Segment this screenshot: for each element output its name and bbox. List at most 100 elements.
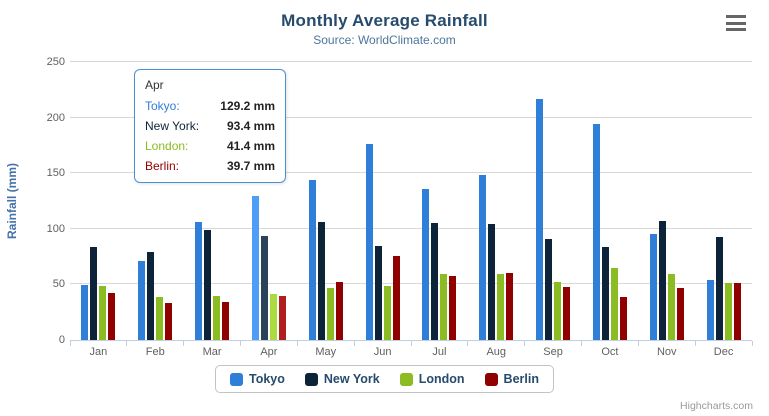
legend-label: Berlin [503,372,539,386]
legend-item-berlin[interactable]: Berlin [484,372,539,386]
bar-tokyo-dec[interactable] [706,279,714,340]
bar-new-york-jul[interactable] [431,223,439,340]
tooltip-rows: Tokyo: 129.2 mm New York: 93.4 mm London: 41.… [145,99,275,173]
legend-swatch-icon [484,372,498,386]
bar-berlin-jun[interactable] [392,256,400,340]
legend-item-new-york[interactable]: New York [304,372,380,386]
tooltip-series-label: Berlin: [145,159,180,173]
bar-new-york-feb[interactable] [147,252,155,340]
bar-london-feb[interactable] [156,296,164,340]
bar-berlin-jan[interactable] [108,292,116,340]
x-axis-tick [353,341,355,346]
bar-new-york-may[interactable] [317,222,325,340]
gridline [70,116,752,118]
chart-subtitle: Source: WorldClimate.com [313,33,456,47]
bar-tokyo-sep[interactable] [536,99,544,340]
bar-new-york-dec[interactable] [715,237,723,340]
bar-group-feb [127,62,184,340]
bar-berlin-dec[interactable] [733,283,741,340]
bar-berlin-jul[interactable] [449,276,457,340]
x-axis-tick [751,341,753,346]
tooltip-series-label: London: [145,139,189,153]
bar-london-jan[interactable] [99,285,107,340]
x-axis-tick [410,341,412,346]
bar-tokyo-apr[interactable] [251,196,259,340]
export-menu-button[interactable] [723,13,749,33]
bar-new-york-oct[interactable] [601,247,609,340]
x-tick-label: Feb [145,346,165,358]
bar-london-jun[interactable] [383,286,391,340]
bar-berlin-may[interactable] [335,281,343,340]
tooltip-series-value: 129.2 mm [220,99,275,113]
bar-tokyo-jul[interactable] [422,189,430,340]
bar-group-apr [240,62,297,340]
legend-item-london[interactable]: London [399,372,465,386]
bar-new-york-sep[interactable] [545,238,553,340]
bar-tokyo-oct[interactable] [592,124,600,340]
bar-tokyo-nov[interactable] [649,233,657,340]
legend-item-tokyo[interactable]: Tokyo [230,372,285,386]
legend-label: New York [323,372,380,386]
bar-group-sep [525,62,582,340]
bar-tokyo-may[interactable] [308,179,316,340]
bar-group-jun [354,62,411,340]
bar-london-jul[interactable] [440,274,448,340]
bar-tokyo-mar[interactable] [195,221,203,340]
x-axis-tick [69,341,71,346]
bar-new-york-mar[interactable] [204,230,212,340]
bar-berlin-feb[interactable] [165,303,173,340]
bar-group-mar [184,62,241,340]
bar-new-york-apr[interactable] [260,236,268,340]
bar-berlin-oct[interactable] [619,296,627,340]
x-axis-tick [126,341,128,346]
x-tick-label: Dec [713,346,734,358]
tooltip-category: Apr [145,78,164,92]
y-tick-label: 150 [46,167,65,180]
bar-tokyo-feb[interactable] [138,260,146,340]
bar-london-sep[interactable] [554,281,562,340]
tooltip-row: New York: 93.4 mm [145,119,275,133]
x-axis-tick [240,341,241,346]
bar-new-york-jan[interactable] [90,247,98,340]
x-axis-line [70,340,752,341]
plot-area [69,61,753,346]
bar-berlin-apr[interactable] [278,295,286,340]
hamburger-menu-icon [726,28,746,31]
bar-berlin-mar[interactable] [222,301,230,340]
bar-new-york-jun[interactable] [374,246,382,340]
gridline [70,172,752,174]
bar-group-nov [638,62,695,340]
legend-box: Tokyo New York London Berlin [215,365,554,393]
x-axis-tick [581,341,582,346]
bar-london-may[interactable] [326,287,334,340]
bar-london-mar[interactable] [213,296,221,340]
bar-tokyo-aug[interactable] [479,174,487,340]
bar-new-york-aug[interactable] [488,224,496,340]
bar-london-dec[interactable] [724,283,732,340]
bar-london-oct[interactable] [610,267,618,340]
bar-berlin-aug[interactable] [506,272,514,340]
bar-group-jul [411,62,468,340]
tooltip-series-label: Tokyo: [145,99,180,113]
bar-london-nov[interactable] [667,274,675,340]
legend-swatch-icon [230,372,244,386]
y-tick-label: 50 [52,278,65,291]
highcharts-credits-link[interactable]: Highcharts.com [680,400,753,412]
bar-london-aug[interactable] [497,273,505,340]
bar-london-apr[interactable] [269,293,277,340]
legend-label: London [418,372,465,386]
bar-tokyo-jan[interactable] [81,284,89,340]
legend-label: Tokyo [249,372,285,386]
x-axis-tick [296,341,298,346]
bar-berlin-nov[interactable] [676,287,684,340]
tooltip-series-value: 93.4 mm [226,119,275,133]
x-tick-label: Jul [432,346,447,358]
x-tick-label: Jun [373,346,392,358]
hamburger-menu-icon [726,21,746,25]
bar-tokyo-jun[interactable] [365,144,373,340]
bar-berlin-sep[interactable] [563,287,571,340]
x-tick-label: Apr [260,346,278,358]
bar-new-york-nov[interactable] [658,221,666,340]
x-tick-label: May [315,346,337,358]
